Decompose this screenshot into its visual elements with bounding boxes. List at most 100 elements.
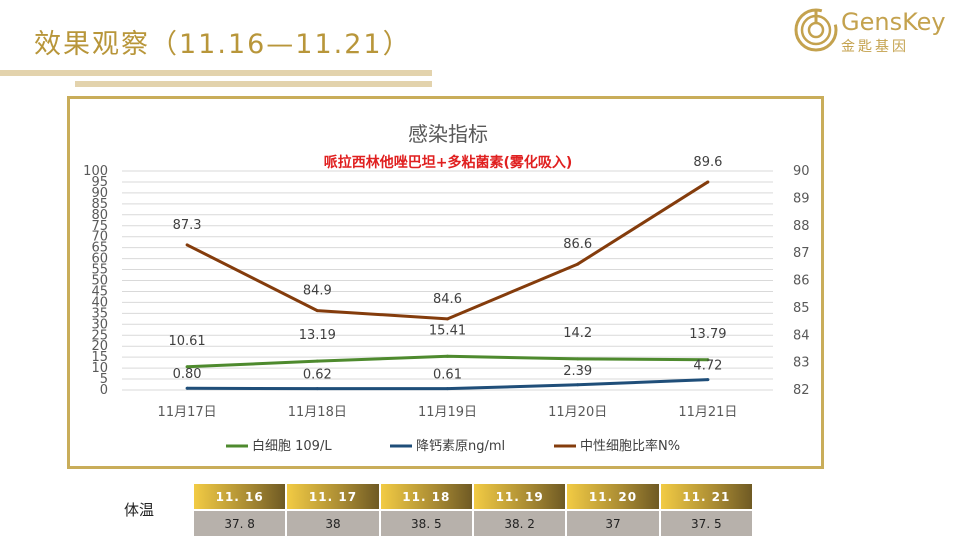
chart-title: 感染指标 (408, 122, 488, 146)
data-label: 0.62 (303, 368, 332, 383)
x-tick-label: 11月18日 (288, 405, 347, 420)
chart-data-labels: 10.61 13.19 15.41 14.2 13.79 0.80 0.62 0.61 2.39… (168, 155, 726, 383)
data-label: 0.61 (433, 368, 462, 383)
legend-label: 降钙素原ng/ml (416, 439, 505, 454)
temperature-value-cell: 37. 5 (658, 509, 755, 538)
data-label: 4.72 (693, 359, 722, 374)
y-left-tick-label: 95 (91, 175, 108, 190)
y-right-tick-label: 83 (793, 356, 810, 371)
temperature-date-cell: 11. 20 (565, 482, 661, 511)
data-label: 86.6 (563, 237, 592, 252)
data-label: 14.2 (563, 326, 592, 341)
series-point (446, 317, 449, 321)
y-left-tick-label: 55 (91, 263, 108, 278)
chart-subtitle: 哌拉西林他唑巴坦+多粘菌素(雾化吸入) (324, 154, 573, 171)
legend-label: 中性细胞比率N% (580, 438, 680, 454)
legend-label: 白细胞 109/L (252, 438, 332, 454)
y-left-tick-label: 75 (91, 219, 108, 234)
temperature-value-cell: 37 (565, 509, 661, 538)
temperature-date-cell: 11. 17 (285, 482, 381, 511)
data-label: 89.6 (693, 155, 722, 170)
y-left-tick-label: 80 (91, 208, 108, 223)
y-right-tick-label: 82 (793, 383, 810, 398)
y-left-tick-label: 65 (91, 241, 108, 256)
genskey-logo: GensKey 金匙基因 (793, 6, 953, 60)
series-point (446, 387, 449, 391)
temperature-date-cell: 11. 16 (191, 482, 288, 511)
series-point (576, 383, 580, 387)
data-label: 15.41 (429, 323, 466, 338)
chart-grid (122, 170, 773, 391)
y-left-tick-label: 25 (91, 328, 108, 343)
y-left-tick-label: 20 (91, 339, 108, 354)
series-point (706, 358, 710, 362)
data-label: 84.6 (433, 292, 462, 307)
logo-text-en: GensKey (841, 8, 946, 36)
data-label: 2.39 (563, 364, 592, 379)
series-point (315, 387, 319, 391)
y-right-tick-label: 87 (793, 246, 810, 261)
y-right-tick-label: 86 (793, 274, 810, 289)
chart-series (185, 180, 710, 391)
page-title: 效果观察（11.16—11.21） (34, 29, 412, 60)
series-point (185, 365, 189, 369)
y-left-tick-label: 90 (91, 186, 108, 201)
logo-text-cn: 金匙基因 (841, 39, 909, 55)
series-point (446, 354, 449, 358)
y-left-tick-label: 70 (91, 230, 108, 245)
y-left-tick-label: 35 (91, 306, 108, 321)
temperature-date-row: 11. 16 11. 17 11. 18 11. 19 11. 20 11. 2… (191, 482, 755, 511)
y-right-tick-label: 88 (793, 219, 810, 234)
chart-axes: 0510152025303540455055606570758085909510… (83, 164, 809, 420)
x-tick-label: 11月20日 (548, 405, 607, 420)
y-left-tick-label: 85 (91, 197, 108, 212)
temperature-value-cell: 37. 8 (191, 509, 288, 538)
data-label: 0.80 (173, 367, 202, 382)
temperature-value-cell: 38. 5 (378, 509, 474, 538)
series-point (185, 386, 189, 390)
series-point (315, 359, 319, 363)
series-line (187, 354, 708, 369)
y-left-tick-label: 5 (100, 372, 108, 387)
temperature-table: 11. 16 11. 17 11. 18 11. 19 11. 20 11. 2… (191, 482, 755, 538)
chart-frame: 0 5 10 15 20 25 30 35 40 45 50 55 60 65 70 75 80 85 90 95 10… (67, 96, 824, 469)
series-point (576, 262, 580, 266)
y-left-tick-label: 50 (91, 274, 108, 289)
chart-legend: 白细胞 109/L 降钙素原ng/ml 中性细胞比率N% (226, 438, 680, 454)
x-tick-label: 11月17日 (158, 405, 217, 420)
series-point (706, 378, 710, 382)
y-right-tick-label: 85 (793, 301, 810, 316)
temperature-date-cell: 11. 19 (471, 482, 568, 511)
temperature-value-cell: 38 (285, 509, 381, 538)
y-left-tick-label: 45 (91, 284, 108, 299)
infection-index-chart: 0510152025303540455055606570758085909510… (83, 122, 809, 454)
y-right-tick-label: 90 (793, 164, 810, 179)
y-left-tick-label: 60 (91, 252, 108, 267)
y-right-tick-label: 84 (793, 328, 810, 343)
data-label: 13.79 (689, 327, 726, 342)
y-right-tick-label: 89 (793, 191, 810, 206)
temperature-value-row: 37. 8 38 38. 5 38. 2 37 37. 5 (191, 509, 755, 538)
temperature-value-cell: 38. 2 (471, 509, 568, 538)
genskey-logo-icon (794, 8, 838, 52)
series-point (706, 180, 710, 184)
y-left-tick-label: 10 (91, 361, 108, 376)
y-left-tick-label: 15 (91, 350, 108, 365)
temperature-label: 体温 (124, 501, 155, 519)
data-label: 84.9 (303, 284, 332, 299)
series-point (185, 243, 189, 247)
series-point (576, 357, 580, 361)
y-left-tick-label: 30 (91, 317, 108, 332)
temperature-date-cell: 11. 18 (378, 482, 474, 511)
series-point (315, 309, 319, 313)
x-tick-label: 11月21日 (678, 405, 737, 420)
y-left-tick-label: 0 (100, 383, 108, 398)
temperature-date-cell: 11. 21 (658, 482, 755, 511)
data-label: 10.61 (168, 334, 205, 349)
title-underline-long (0, 70, 432, 76)
x-tick-label: 11月19日 (418, 405, 477, 420)
y-left-tick-label: 40 (91, 295, 108, 310)
y-left-tick-label: 100 (83, 164, 108, 179)
data-label: 13.19 (299, 328, 336, 343)
data-label: 87.3 (173, 218, 202, 233)
